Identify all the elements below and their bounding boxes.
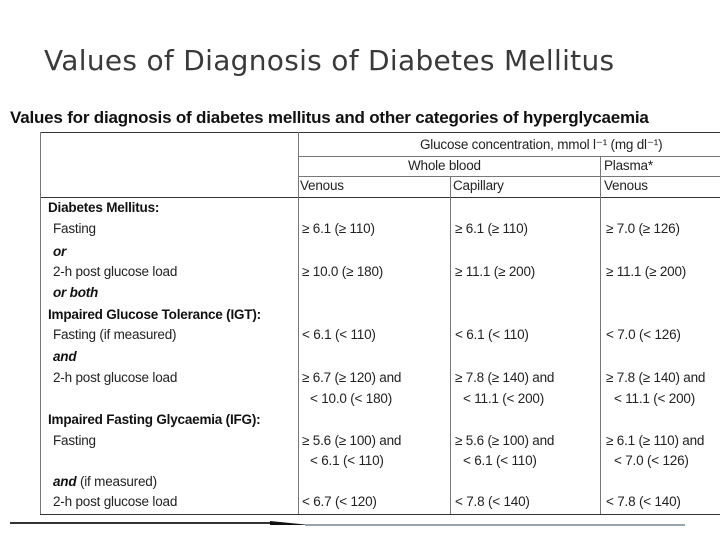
row-label: and (if measured) — [53, 474, 157, 489]
cell-venous: < 6.7 (< 120) — [302, 494, 377, 509]
row-label: or — [53, 244, 66, 259]
cell-plasma: < 7.8 (< 140) — [606, 494, 681, 509]
cell-plasma: ≥ 7.0 (≥ 126) — [606, 221, 680, 236]
table-heading: Values for diagnosis of diabetes mellitu… — [10, 108, 649, 127]
cell-venous: ≥ 6.1 (≥ 110) — [302, 221, 375, 236]
cell-venous: < 6.1 (< 110) — [310, 453, 384, 468]
header-glucose-concentration: Glucose concentration, mmol l⁻¹ (mg dl⁻¹… — [420, 137, 663, 152]
header-bottom-rule — [40, 197, 720, 198]
row-conjunction: and — [53, 349, 77, 364]
column-divider-capillary — [450, 176, 451, 514]
column-divider-plasma — [600, 156, 601, 514]
row-label: Impaired Glucose Tolerance (IGT): — [48, 307, 261, 322]
header-venous: Venous — [300, 178, 344, 193]
row-label: or both — [53, 285, 98, 300]
cell-plasma: < 7.0 (< 126) — [614, 453, 689, 468]
row-label-suffix: (if measured) — [76, 474, 157, 489]
cell-capillary: < 6.1 (< 110) — [463, 453, 537, 468]
table-left-border — [40, 132, 41, 514]
footer-line-left — [10, 522, 270, 524]
cell-capillary: < 7.8 (< 140) — [455, 494, 530, 509]
column-divider-venous — [298, 132, 299, 514]
cell-capillary: < 6.1 (< 110) — [455, 327, 529, 342]
cell-venous: ≥ 6.7 (≥ 120) and — [302, 370, 402, 385]
row-label: and — [53, 349, 77, 364]
header-plasma: Plasma* — [604, 158, 653, 173]
table-top-rule — [40, 132, 720, 133]
row-label: 2-h post glucose load — [53, 264, 178, 279]
footer-line-wedge — [270, 521, 310, 525]
cell-plasma: ≥ 7.8 (≥ 140) and — [606, 370, 706, 385]
row-conjunction: or both — [53, 285, 99, 300]
row-label: Fasting — [53, 221, 96, 236]
row-label: Diabetes Mellitus: — [48, 200, 160, 215]
row-conjunction: and — [53, 474, 77, 489]
row-label: Impaired Fasting Glycaemia (IFG): — [48, 412, 261, 427]
cell-capillary: < 11.1 (< 200) — [463, 391, 545, 406]
cell-plasma: < 11.1 (< 200) — [614, 391, 696, 406]
cell-capillary: ≥ 5.6 (≥ 100) and — [455, 433, 555, 448]
header-plasma-venous: Venous — [604, 178, 648, 193]
cell-plasma: < 7.0 (< 126) — [606, 327, 681, 342]
subheader-rule-2 — [298, 176, 720, 177]
row-conjunction: or — [53, 244, 67, 259]
row-label: Fasting (if measured) — [53, 327, 177, 342]
row-label: 2-h post glucose load — [53, 370, 178, 385]
cell-venous: ≥ 10.0 (≥ 180) — [302, 264, 384, 279]
row-label: Fasting — [53, 433, 96, 448]
row-label: 2-h post glucose load — [53, 494, 178, 509]
cell-venous: ≥ 5.6 (≥ 100) and — [302, 433, 402, 448]
cell-plasma: ≥ 6.1 (≥ 110) and — [606, 433, 705, 448]
cell-venous: < 10.0 (< 180) — [310, 391, 393, 406]
cell-plasma: ≥ 11.1 (≥ 200) — [606, 264, 687, 279]
table-bottom-rule — [40, 514, 720, 515]
header-whole-blood: Whole blood — [408, 158, 481, 173]
cell-venous: < 6.1 (< 110) — [302, 327, 376, 342]
cell-capillary: ≥ 6.1 (≥ 110) — [455, 221, 528, 236]
header-capillary: Capillary — [453, 178, 504, 193]
footer-line-right — [305, 524, 685, 526]
cell-capillary: ≥ 7.8 (≥ 140) and — [455, 370, 555, 385]
slide-title: Values of Diagnosis of Diabetes Mellitus — [44, 44, 615, 77]
cell-capillary: ≥ 11.1 (≥ 200) — [455, 264, 536, 279]
subheader-rule — [298, 156, 720, 157]
